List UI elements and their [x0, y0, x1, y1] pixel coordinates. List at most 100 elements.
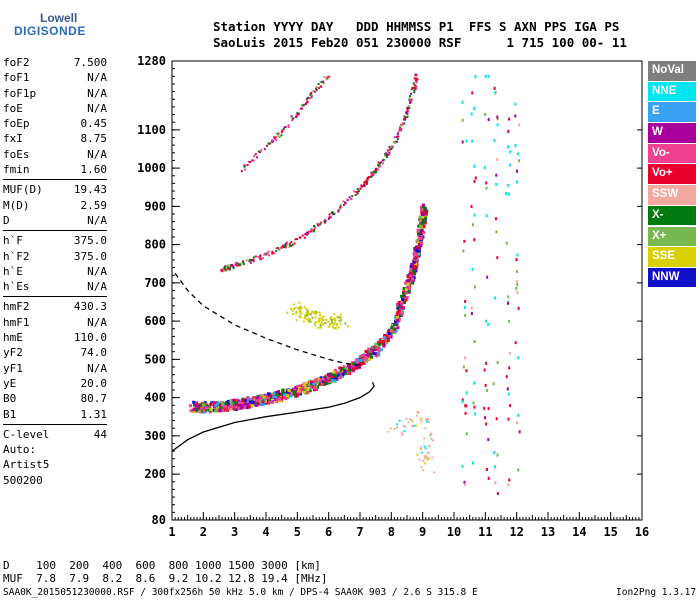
echo-point-oblique — [506, 387, 509, 391]
echo-point-sse — [317, 320, 320, 323]
echo-point-oblique — [462, 249, 465, 253]
echo-point-sse — [339, 316, 342, 319]
echo-point-sse — [313, 310, 316, 313]
echo-point-f2 — [421, 219, 425, 223]
echo-point-f2 — [384, 337, 388, 341]
echo-point-2hop — [271, 252, 274, 255]
echo-point-2hop — [346, 198, 349, 201]
echo-point-sse — [319, 314, 322, 317]
param-row: hmE 110.0 — [3, 330, 107, 345]
echo-point-oblique — [487, 407, 490, 411]
echo-point-f2 — [362, 358, 366, 362]
echo-point-oblique — [492, 382, 495, 386]
param-name: yF1 — [3, 361, 23, 375]
echo-point-ssw — [413, 424, 416, 427]
echo-point-f2 — [307, 381, 311, 385]
echo-point-2hop — [234, 263, 237, 266]
echo-point-f2 — [412, 265, 416, 269]
echo-point-f2 — [229, 399, 233, 403]
echo-point-2hop — [413, 77, 416, 80]
echo-point-ssw — [422, 469, 425, 472]
echo-point-2hop — [285, 242, 288, 245]
echo-point-f2 — [257, 402, 261, 406]
echo-point-f2 — [254, 400, 258, 404]
echo-point-oblique — [473, 238, 476, 242]
echo-point-ssw — [419, 446, 422, 449]
separator — [3, 423, 107, 425]
x-tick-label: 1 — [168, 525, 175, 539]
x-tick-label: 2 — [200, 525, 207, 539]
echo-point-sse — [293, 303, 296, 306]
echo-point-f2 — [336, 371, 340, 375]
echo-point-2hop — [245, 259, 248, 262]
echo-point-ssw — [425, 455, 428, 458]
echo-point-f2 — [236, 403, 240, 407]
echo-point-2hop — [388, 148, 391, 151]
echo-point-f2 — [332, 370, 336, 374]
echo-point-2hop — [415, 81, 418, 84]
echo-point-ssw — [398, 419, 401, 422]
echo-point-oblique — [507, 295, 510, 299]
echo-point-3hop — [275, 139, 278, 142]
y-tick-label: 800 — [144, 238, 166, 252]
param-row: D N/A — [3, 213, 107, 228]
echo-point-sse — [331, 321, 334, 324]
profile-solid-line — [171, 382, 375, 452]
echo-point-oblique — [483, 368, 486, 372]
echo-point-f2 — [333, 368, 337, 372]
y-tick-label: 600 — [144, 314, 166, 328]
echo-point-f2 — [287, 391, 291, 395]
param-value: 110.0 — [73, 331, 107, 345]
echo-point-2hop — [228, 268, 231, 271]
echo-point-2hop — [371, 174, 374, 177]
echo-point-sse — [302, 320, 305, 323]
echo-point-f2 — [406, 282, 410, 286]
param-row: h`Es N/A — [3, 279, 107, 294]
echo-point-f2 — [261, 402, 265, 406]
echo-point-f2 — [418, 219, 422, 223]
echo-point-3hop — [327, 75, 330, 78]
echo-point-oblique — [514, 114, 517, 118]
echo-point-oblique — [508, 478, 511, 482]
echo-point-oblique — [484, 383, 487, 387]
echo-point-ssw — [423, 457, 426, 460]
param-value: 19.43 — [73, 183, 107, 197]
echo-point-f2 — [242, 403, 246, 407]
echo-point-2hop — [377, 161, 380, 164]
echo-point-f2 — [202, 403, 206, 407]
legend-item: Vo- — [648, 143, 696, 164]
param-row: B1 1.31 — [3, 407, 107, 422]
echo-point-f2 — [333, 374, 337, 378]
echo-point-ssw — [389, 427, 392, 430]
echo-point-f2 — [327, 376, 331, 380]
echo-point-2hop — [363, 184, 366, 187]
echo-point-oblique — [484, 112, 487, 116]
echo-point-f2 — [194, 404, 198, 408]
echo-point-f2 — [403, 300, 407, 304]
echo-point-ssw — [418, 458, 421, 461]
echo-point-ssw — [423, 437, 426, 440]
echo-point-sse — [304, 314, 307, 317]
echo-point-ssw — [404, 425, 407, 428]
echo-point-f2 — [200, 403, 204, 407]
echo-point-oblique — [508, 319, 511, 323]
echo-point-f2 — [226, 408, 230, 412]
echo-point-2hop — [288, 242, 291, 245]
echo-point-f2 — [373, 348, 377, 352]
echo-point-2hop — [342, 203, 345, 206]
echo-point-f2 — [270, 400, 274, 404]
profile-dashed-line — [174, 272, 361, 366]
x-tick-label: 15 — [603, 525, 617, 539]
param-row: C-level 44 — [3, 427, 107, 442]
echo-point-f2 — [332, 372, 336, 376]
echo-point-ssw — [416, 453, 419, 456]
echo-point-3hop — [315, 87, 318, 90]
echo-point-f2 — [400, 312, 404, 316]
echo-point-f2 — [415, 251, 419, 255]
echo-point-f2 — [370, 355, 374, 359]
echo-point-sse — [293, 307, 296, 310]
echo-point-3hop — [295, 115, 298, 118]
echo-point-3hop — [291, 119, 294, 122]
echo-point-2hop — [408, 99, 411, 102]
echo-point-f2 — [423, 207, 427, 211]
